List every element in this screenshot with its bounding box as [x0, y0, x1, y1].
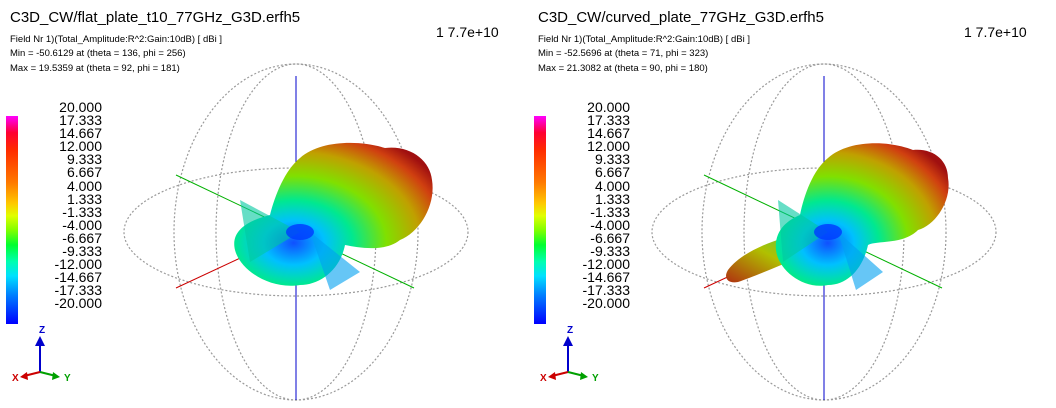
field-info: Field Nr 1)(Total_Amplitude:R^2:Gain:10d… — [538, 34, 750, 45]
radiation-pattern — [234, 142, 433, 290]
colorbar — [6, 116, 18, 324]
colorbar-label: 14.667 — [59, 125, 102, 142]
colorbar-label: -6.667 — [590, 229, 630, 246]
colorbar-label: 1.333 — [594, 190, 630, 207]
colorbar-labels: 20.000 17.333 14.667 12.000 9.333 6.667 … — [22, 99, 102, 341]
colorbar-label: 6.667 — [594, 164, 630, 181]
colorbar-labels: 20.000 17.333 14.667 12.000 9.333 6.667 … — [550, 99, 630, 341]
colorbar-label: 20.000 — [59, 99, 102, 115]
colorbar-label: -20.000 — [54, 295, 102, 312]
colorbar-label: 9.333 — [66, 151, 102, 168]
colorbar-label: -14.667 — [582, 269, 630, 286]
colorbar-label: -17.333 — [54, 282, 102, 299]
colorbar-label: 12.000 — [587, 138, 630, 155]
file-title: C3D_CW/curved_plate_77GHz_G3D.erfh5 — [538, 9, 824, 26]
right-radiation-panel: C3D_CW/curved_plate_77GHz_G3D.erfh5 1 7.… — [528, 0, 1056, 408]
field-info: Field Nr 1)(Total_Amplitude:R^2:Gain:10d… — [10, 34, 222, 45]
colorbar-label: -14.667 — [54, 269, 102, 286]
colorbar-label: -1.333 — [62, 203, 102, 220]
min-info: Min = -52.5696 at (theta = 71, phi = 323… — [538, 48, 709, 59]
colorbar-label: -6.667 — [62, 229, 102, 246]
colorbar-label: -12.000 — [54, 256, 102, 273]
file-title: C3D_CW/flat_plate_t10_77GHz_G3D.erfh5 — [10, 9, 301, 26]
colorbar — [534, 116, 546, 324]
colorbar-label: -4.000 — [62, 216, 102, 233]
colorbar-label: 6.667 — [66, 164, 102, 181]
colorbar-label: -9.333 — [62, 243, 102, 260]
colorbar-label: -9.333 — [590, 243, 630, 260]
frequency-label: 1 7.7e+10 — [436, 24, 499, 40]
colorbar-label: 14.667 — [587, 125, 630, 142]
colorbar-label: -12.000 — [582, 256, 630, 273]
colorbar-label: -4.000 — [590, 216, 630, 233]
max-info: Max = 21.3082 at (theta = 90, phi = 180) — [538, 63, 708, 74]
min-info: Min = -50.6129 at (theta = 136, phi = 25… — [10, 48, 186, 59]
colorbar-label: -17.333 — [582, 282, 630, 299]
frequency-label: 1 7.7e+10 — [964, 24, 1027, 40]
radiation-pattern — [726, 143, 949, 290]
left-radiation-panel: C3D_CW/flat_plate_t10_77GHz_G3D.erfh5 1 … — [0, 0, 528, 408]
colorbar-label: 17.333 — [587, 112, 630, 129]
left-3d-plot[interactable] — [0, 0, 528, 408]
colorbar-label: -1.333 — [590, 203, 630, 220]
colorbar-label: 4.000 — [594, 177, 630, 194]
right-3d-plot[interactable] — [528, 0, 1056, 408]
max-info: Max = 19.5359 at (theta = 92, phi = 181) — [10, 63, 180, 74]
colorbar-label: 1.333 — [66, 190, 102, 207]
colorbar-label: 4.000 — [66, 177, 102, 194]
colorbar-label: 20.000 — [587, 99, 630, 115]
colorbar-label: 9.333 — [594, 151, 630, 168]
colorbar-label: -20.000 — [582, 295, 630, 312]
colorbar-label: 12.000 — [59, 138, 102, 155]
colorbar-label: 17.333 — [59, 112, 102, 129]
